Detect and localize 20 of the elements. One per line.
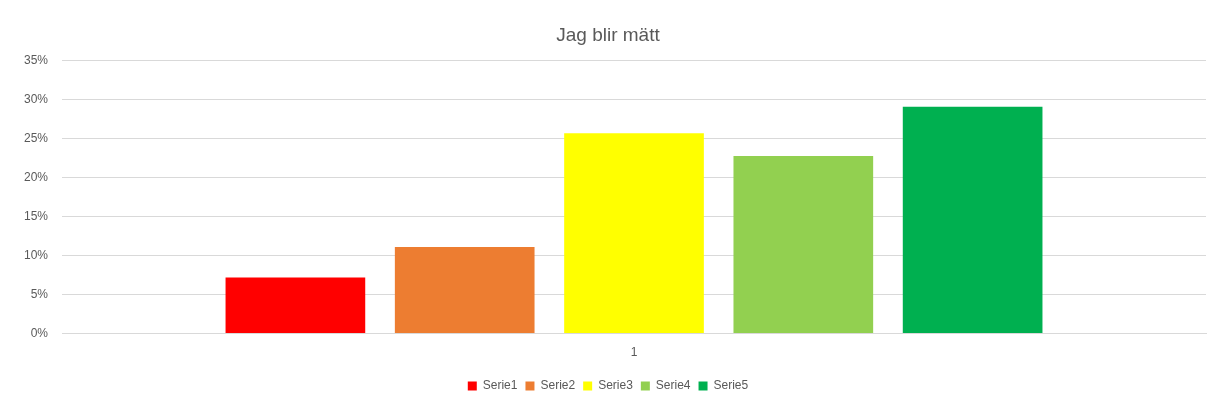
legend-label: Serie4 xyxy=(655,378,691,393)
bar xyxy=(564,133,704,334)
x-tick-label: 1 xyxy=(630,345,638,360)
y-tick-label: 25% xyxy=(23,131,49,146)
bar xyxy=(225,277,366,334)
legend-label: Serie2 xyxy=(540,378,576,393)
legend-label: Serie3 xyxy=(598,378,634,393)
y-tick-label: 10% xyxy=(23,247,49,262)
y-tick-label: 15% xyxy=(23,209,49,223)
bar xyxy=(902,106,1043,334)
y-tick-label: 5% xyxy=(30,286,49,301)
bar xyxy=(733,155,874,334)
bar xyxy=(394,247,535,334)
legend-label: Serie1 xyxy=(482,378,518,393)
y-tick-label: 20% xyxy=(23,170,49,185)
y-tick-label: 0% xyxy=(30,325,49,340)
chart-title: Jag blir mätt xyxy=(556,23,661,45)
legend-label: Serie5 xyxy=(713,378,749,393)
y-tick-label: 35% xyxy=(23,53,49,68)
y-tick-label: 30% xyxy=(23,92,49,107)
